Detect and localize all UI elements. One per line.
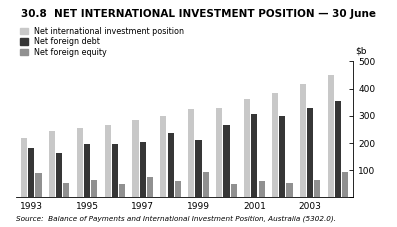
Bar <box>63 183 69 197</box>
Bar <box>216 108 222 197</box>
Bar <box>300 84 306 197</box>
Bar <box>188 109 195 197</box>
Bar <box>203 172 209 197</box>
Bar <box>119 184 125 197</box>
Bar <box>286 183 293 197</box>
Bar <box>84 144 90 197</box>
Bar <box>49 131 55 197</box>
Bar <box>307 108 313 197</box>
Bar <box>104 125 111 197</box>
Bar <box>35 173 42 197</box>
Bar <box>258 181 265 197</box>
Bar <box>279 116 285 197</box>
Bar <box>91 180 97 197</box>
Bar <box>147 177 153 197</box>
Bar <box>168 133 174 197</box>
Bar <box>21 138 27 197</box>
Bar <box>314 180 320 197</box>
Text: Source:  Balance of Payments and International Investment Position, Australia (5: Source: Balance of Payments and Internat… <box>16 216 336 222</box>
Bar <box>56 153 62 197</box>
Legend: Net international investment position, Net foreign debt, Net foreign equity: Net international investment position, N… <box>20 27 185 57</box>
Text: 30.8  NET INTERNATIONAL INVESTMENT POSITION — 30 June: 30.8 NET INTERNATIONAL INVESTMENT POSITI… <box>21 9 376 19</box>
Bar <box>224 125 229 197</box>
Bar <box>328 75 334 197</box>
Bar <box>272 93 278 197</box>
Bar <box>112 144 118 197</box>
Bar <box>335 101 341 197</box>
Bar <box>244 99 250 197</box>
Bar <box>160 116 166 197</box>
Bar <box>342 172 348 197</box>
Bar <box>175 181 181 197</box>
Bar <box>77 128 83 197</box>
Bar <box>140 142 146 197</box>
Bar <box>231 184 237 197</box>
Text: $b: $b <box>355 47 367 56</box>
Bar <box>133 120 139 197</box>
Bar <box>28 148 34 197</box>
Bar <box>251 114 257 197</box>
Bar <box>195 140 202 197</box>
